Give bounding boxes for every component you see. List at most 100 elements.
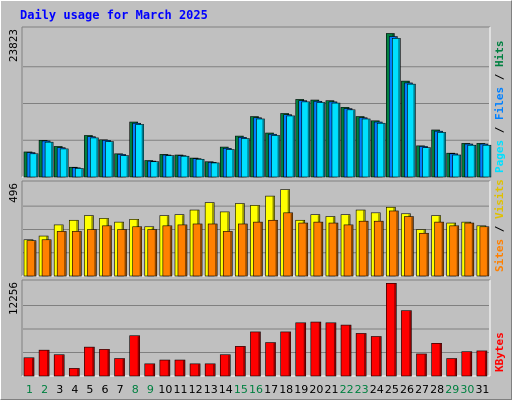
bar-shade	[318, 322, 321, 376]
bar-kbytes-9	[144, 363, 156, 377]
bar-pages-27	[422, 147, 431, 178]
bar-shade	[182, 360, 185, 376]
x-tick-4: 4	[71, 383, 78, 396]
bar-sites-20	[313, 221, 324, 277]
bar-kbytes-3	[53, 354, 65, 377]
legend-sites: Sites	[493, 239, 506, 272]
bar-kbytes-6	[99, 349, 110, 377]
bar-shade	[368, 119, 370, 177]
bar-shade	[488, 145, 491, 177]
x-tick-31: 31	[475, 383, 489, 396]
bar-shade	[247, 139, 249, 177]
bar-sites-10	[162, 225, 173, 277]
bar-shade	[473, 145, 476, 177]
panel-2-max-label: 496	[7, 183, 20, 203]
bar-shade	[126, 156, 129, 177]
bar-shade	[426, 233, 429, 276]
bar-shade	[322, 102, 325, 177]
chart-title: Daily usage for March 2025	[20, 8, 208, 22]
bar-shade	[152, 364, 155, 376]
bar-sites-24	[373, 220, 384, 277]
bar-shade	[230, 231, 232, 276]
x-tick-22: 22	[340, 383, 354, 396]
x-tick-7: 7	[117, 383, 124, 396]
bar-shade	[469, 352, 472, 376]
bar-pages-7	[120, 155, 129, 178]
x-tick-30: 30	[460, 383, 474, 396]
bar-pages-9	[150, 161, 160, 178]
bar-kbytes-27	[416, 353, 427, 377]
panel-1-max-label: 23823	[7, 29, 20, 62]
bar-shade	[305, 223, 308, 276]
bar-kbytes-12	[189, 363, 201, 377]
bar-sites-14	[222, 231, 233, 277]
bar-pages-17	[271, 135, 280, 178]
x-tick-8: 8	[132, 383, 139, 396]
x-tick-26: 26	[400, 383, 414, 396]
bar-shade	[353, 110, 355, 177]
legend-pages: Pages	[493, 140, 506, 173]
bar-sites-7	[117, 229, 127, 277]
x-tick-14: 14	[219, 383, 233, 396]
x-tick-24: 24	[370, 383, 384, 396]
x-tick-10: 10	[158, 383, 172, 396]
bar-shade	[51, 142, 53, 177]
bar-shade	[202, 159, 204, 177]
bar-pages-28	[437, 132, 446, 178]
bar-shade	[122, 359, 125, 376]
bar-shade	[137, 336, 140, 376]
bar-shade	[290, 213, 293, 276]
bar-shade	[320, 222, 323, 276]
bar-kbytes-26	[401, 310, 412, 377]
bar-kbytes-23	[355, 333, 367, 377]
bar-shade	[394, 283, 396, 376]
bar-pages-24	[376, 122, 386, 178]
bar-sites-29	[449, 225, 460, 277]
bar-shade	[47, 350, 49, 376]
bar-kbytes-19	[295, 322, 307, 377]
x-tick-1: 1	[26, 383, 33, 396]
bar-shade	[364, 333, 366, 376]
bar-shade	[351, 225, 353, 276]
bar-kbytes-1	[23, 357, 35, 377]
x-tick-28: 28	[430, 383, 444, 396]
x-tick-23: 23	[355, 383, 369, 396]
bar-pages-10	[165, 155, 175, 178]
bar-shade	[139, 227, 142, 276]
bar-kbytes-11	[174, 359, 186, 377]
panel-1-legend: Pages / Files / Hits	[493, 41, 506, 174]
bar-shade	[303, 323, 306, 376]
bar-pages-23	[361, 118, 371, 178]
bar-pages-30	[467, 144, 477, 178]
x-tick-19: 19	[294, 383, 308, 396]
bar-shade	[198, 364, 200, 376]
bar-pages-1	[29, 153, 39, 178]
bar-pages-19	[301, 101, 311, 178]
bar-pages-29	[452, 154, 462, 178]
bar-shade	[167, 360, 170, 376]
x-tick-9: 9	[147, 383, 154, 396]
legend-separator: /	[493, 219, 506, 239]
bar-shade	[484, 351, 487, 376]
bar-pages-4	[74, 168, 84, 178]
bar-sites-13	[207, 223, 218, 277]
bar-sites-19	[298, 222, 309, 277]
x-tick-16: 16	[249, 383, 263, 396]
bar-shade	[62, 355, 64, 376]
bar-sites-17	[268, 219, 278, 277]
bar-shade	[349, 325, 351, 376]
bar-shade	[124, 230, 127, 276]
bar-shade	[34, 241, 36, 276]
bar-shade	[409, 311, 411, 376]
bar-shade	[32, 358, 34, 376]
bar-shade	[94, 230, 96, 276]
bar-shade	[213, 364, 215, 376]
bar-shade	[307, 102, 310, 177]
bar-kbytes-21	[325, 322, 337, 377]
bar-sites-18	[283, 212, 293, 277]
bar-shade	[333, 323, 336, 376]
bar-pages-8	[135, 124, 144, 178]
bar-kbytes-13	[204, 363, 216, 377]
x-tick-13: 13	[204, 383, 218, 396]
